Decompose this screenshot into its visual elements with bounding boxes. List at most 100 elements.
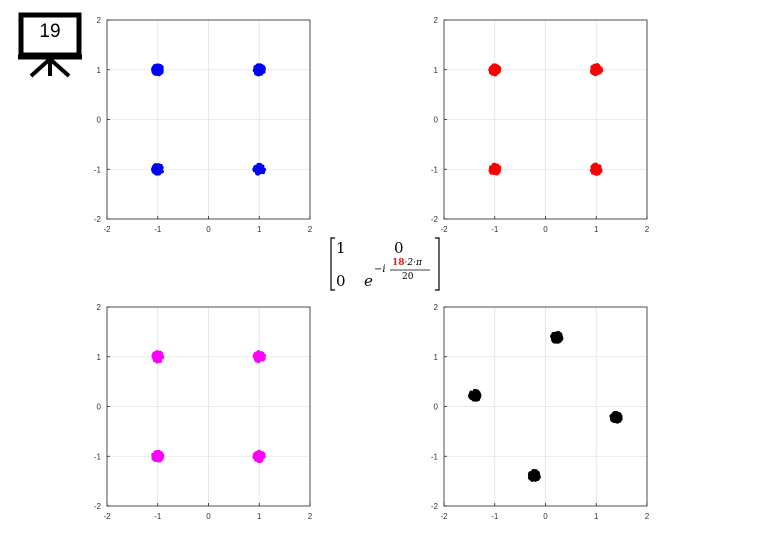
- exponent-numerator: 18·2·π: [392, 259, 422, 268]
- y-tick-label: -1: [431, 452, 439, 461]
- data-point: [262, 67, 266, 71]
- data-point: [254, 354, 259, 359]
- data-point: [612, 417, 616, 421]
- data-point: [535, 474, 539, 478]
- x-tick-label: -1: [491, 512, 499, 521]
- data-point: [618, 412, 622, 417]
- y-tick-label: -1: [431, 165, 439, 174]
- data-point: [596, 171, 600, 176]
- exponent-denominator: 20: [402, 272, 414, 282]
- data-point: [155, 359, 160, 364]
- data-point: [159, 164, 163, 169]
- data-point: [476, 391, 481, 395]
- y-tick-label: 2: [434, 303, 439, 312]
- data-point: [253, 357, 258, 361]
- data-point: [258, 72, 263, 76]
- matrix-brackets: [330, 237, 440, 291]
- data-point: [496, 170, 501, 174]
- data-point: [254, 167, 259, 171]
- data-point: [559, 336, 564, 341]
- data-point: [256, 459, 261, 463]
- scatter-plot-top-right: -2 -1 0 1 2 2 1 0 -1 -2: [431, 16, 650, 234]
- y-tick-label: 1: [97, 353, 102, 362]
- data-point: [255, 455, 259, 459]
- y-tick-label: -2: [94, 502, 102, 511]
- data-point: [491, 169, 495, 174]
- data-point: [158, 69, 163, 73]
- data-point: [152, 64, 157, 68]
- data-point: [551, 336, 556, 341]
- point-cluster: [252, 162, 267, 176]
- data-point: [261, 355, 266, 360]
- exponent-prefix: −i: [374, 264, 386, 275]
- matrix-base: e: [364, 272, 373, 290]
- fraction-bar: [390, 269, 430, 271]
- data-point: [553, 340, 558, 344]
- data-point: [490, 71, 495, 75]
- data-point: [155, 456, 159, 461]
- point-cluster: [252, 63, 266, 77]
- point-cluster: [488, 162, 502, 176]
- y-tick-label: 1: [434, 66, 439, 75]
- data-point: [155, 70, 159, 75]
- data-point: [253, 351, 258, 356]
- x-tick-label: 1: [594, 225, 599, 234]
- x-tick-label: 2: [308, 225, 313, 234]
- x-tick-label: 2: [645, 225, 650, 234]
- point-cluster: [589, 162, 603, 176]
- point-cluster: [252, 350, 266, 364]
- data-point: [159, 451, 163, 456]
- data-point: [615, 417, 620, 422]
- data-point: [597, 167, 601, 172]
- y-tick-label: -2: [94, 215, 102, 224]
- data-point: [556, 334, 561, 339]
- y-tick-label: -1: [94, 452, 102, 461]
- data-point: [152, 452, 156, 456]
- point-cluster: [550, 330, 564, 344]
- x-tick-label: -2: [440, 512, 448, 521]
- x-tick-label: 2: [645, 512, 650, 521]
- point-cluster: [151, 63, 164, 77]
- point-cluster: [609, 411, 623, 424]
- data-point: [594, 65, 599, 70]
- data-point: [155, 354, 160, 358]
- exponent-highlight: 18: [392, 258, 405, 268]
- x-tick-label: -1: [154, 512, 162, 521]
- scatter-plot-top-left: -2 -1 0 1 2 2 1 0 -1 -2: [94, 16, 313, 234]
- matrix-a21: 0: [336, 272, 346, 290]
- y-tick-label: 1: [97, 66, 102, 75]
- y-tick-label: 0: [97, 116, 102, 125]
- data-point: [527, 473, 532, 477]
- data-point: [471, 393, 475, 397]
- data-point: [255, 171, 260, 176]
- point-cluster: [151, 350, 165, 364]
- y-tick-label: -2: [431, 502, 439, 511]
- data-point: [490, 66, 495, 71]
- x-tick-label: -2: [103, 512, 111, 521]
- x-tick-label: -2: [440, 225, 448, 234]
- data-point: [591, 167, 596, 171]
- data-point: [491, 163, 495, 167]
- data-point: [592, 67, 596, 72]
- data-point: [261, 452, 265, 457]
- point-cluster: [151, 449, 165, 463]
- data-point: [156, 65, 160, 70]
- data-point: [475, 398, 479, 402]
- data-point: [158, 350, 163, 355]
- y-tick-label: -1: [94, 165, 102, 174]
- x-tick-label: 0: [543, 512, 548, 521]
- data-point: [157, 171, 162, 176]
- data-point: [496, 166, 500, 171]
- data-point: [258, 66, 262, 71]
- slide-badge: 19: [16, 12, 88, 80]
- data-point: [497, 68, 502, 72]
- point-cluster: [589, 63, 603, 77]
- data-point: [591, 64, 596, 69]
- y-tick-label: 0: [434, 403, 439, 412]
- x-tick-label: 1: [257, 225, 262, 234]
- x-tick-label: 0: [543, 225, 548, 234]
- point-cluster: [468, 388, 482, 402]
- data-point: [257, 357, 261, 361]
- matrix-a11: 1: [336, 239, 346, 257]
